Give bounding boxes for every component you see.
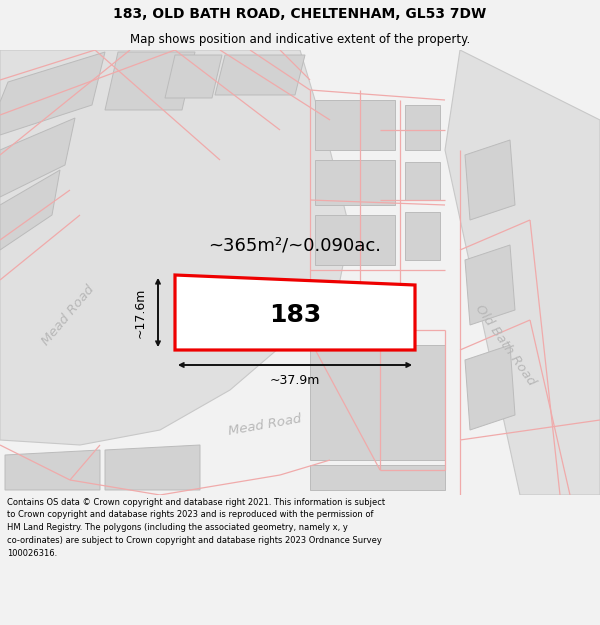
Polygon shape: [0, 52, 105, 135]
Polygon shape: [315, 100, 395, 150]
Polygon shape: [465, 245, 515, 325]
Text: 183: 183: [269, 303, 321, 327]
Polygon shape: [175, 275, 415, 350]
Polygon shape: [5, 450, 100, 490]
Polygon shape: [315, 160, 395, 205]
Polygon shape: [405, 212, 440, 260]
Text: ~37.9m: ~37.9m: [270, 374, 320, 388]
Polygon shape: [105, 52, 195, 110]
Text: Map shows position and indicative extent of the property.: Map shows position and indicative extent…: [130, 34, 470, 46]
Polygon shape: [465, 345, 515, 430]
Text: Mead Road: Mead Road: [39, 282, 97, 348]
Polygon shape: [0, 50, 350, 445]
Polygon shape: [0, 170, 60, 250]
Polygon shape: [105, 445, 200, 490]
Text: ~365m²/~0.090ac.: ~365m²/~0.090ac.: [209, 236, 382, 254]
Polygon shape: [405, 105, 440, 150]
Text: 183, OLD BATH ROAD, CHELTENHAM, GL53 7DW: 183, OLD BATH ROAD, CHELTENHAM, GL53 7DW: [113, 8, 487, 21]
Text: Old Bath Road: Old Bath Road: [472, 302, 538, 388]
Polygon shape: [405, 162, 440, 200]
Text: Contains OS data © Crown copyright and database right 2021. This information is : Contains OS data © Crown copyright and d…: [7, 498, 385, 558]
Text: Mead Road: Mead Road: [227, 412, 302, 438]
Polygon shape: [315, 215, 395, 265]
Polygon shape: [0, 118, 75, 197]
Polygon shape: [310, 465, 445, 490]
Text: ~17.6m: ~17.6m: [133, 288, 146, 338]
Polygon shape: [465, 140, 515, 220]
Polygon shape: [165, 55, 222, 98]
Polygon shape: [215, 55, 305, 95]
Polygon shape: [445, 50, 600, 495]
Polygon shape: [310, 345, 445, 460]
